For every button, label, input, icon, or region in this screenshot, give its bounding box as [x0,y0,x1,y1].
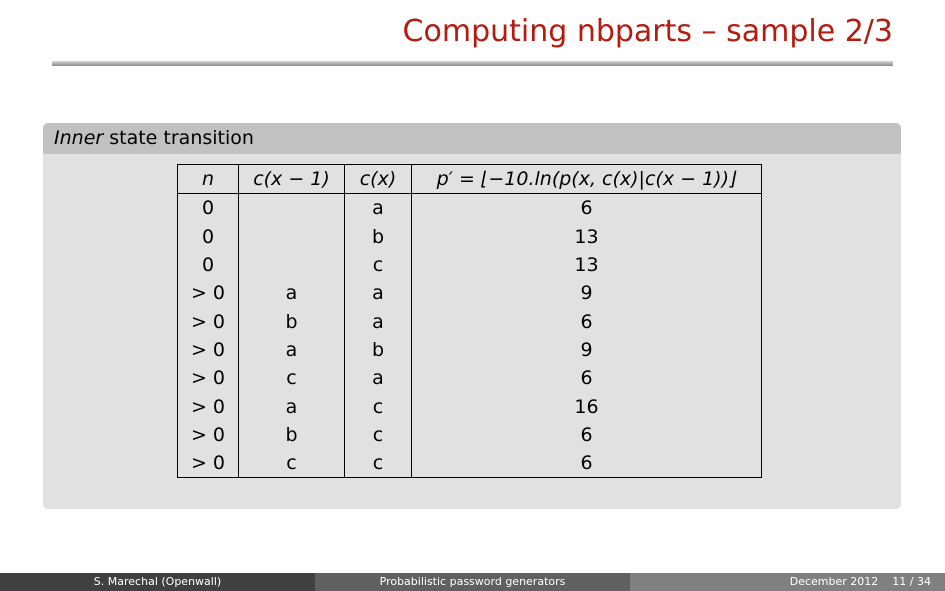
table-cell: a [238,335,345,365]
title-rule [52,61,893,66]
table-cell: > 0 [177,335,239,365]
table-cell: c [238,364,345,393]
block-title-rest: state transition [103,127,254,149]
header-n: n [177,163,239,195]
footer-date: December 2012 [789,575,879,588]
table-cell: a [344,279,412,308]
table-cell: c [238,448,345,479]
table-cell: b [238,307,345,336]
table-cell: c [344,250,412,280]
table-cell: c [344,420,412,449]
table-cell [238,222,345,251]
table-cell: 6 [411,364,762,393]
footer-author: S. Marechal (Openwall) [0,573,315,591]
table-cell: > 0 [177,279,239,308]
table-header: n c(x − 1) c(x) p′ = ⌊−10.ln(p(x, c(x)|c… [177,163,762,195]
table-cell [238,250,345,280]
header-p: p′ = ⌊−10.ln(p(x, c(x)|c(x − 1))⌋ [411,163,762,195]
table-cell: 6 [411,420,762,449]
block-title-em: Inner [54,127,104,149]
table-cell: 6 [411,193,762,223]
table-cell [238,193,345,223]
table-cell: 0 [177,222,239,251]
table-cell: > 0 [177,420,239,449]
table-cell: > 0 [177,448,239,479]
footer: S. Marechal (Openwall) Probabilistic pas… [0,573,945,591]
table-cell: a [344,307,412,336]
table-cell: a [238,392,345,421]
table-cell: b [344,222,412,251]
table-cell: c [344,448,412,479]
table-cell: 6 [411,448,762,479]
table-cell: > 0 [177,392,239,421]
table-row: > 0 a c 16 [177,392,762,421]
footer-talk: Probabilistic password generators [315,573,630,591]
table-row: 0 b 13 [177,222,762,251]
table-cell: 0 [177,193,239,223]
table-cell: b [238,420,345,449]
table-cell: b [344,335,412,365]
table-cell: 13 [411,222,762,251]
inner-state-block: Inner state transition n c(x − 1) c(x) p… [43,123,901,509]
table-cell: a [238,279,345,308]
header-prev: c(x − 1) [238,163,345,195]
table-cell: 0 [177,250,239,280]
table-row: 0 c 13 [177,250,762,280]
table-cell: a [344,193,412,223]
footer-page: 11 / 34 [892,575,931,588]
block-title: Inner state transition [43,123,901,154]
table-cell: 9 [411,335,762,365]
table-cell: c [344,392,412,421]
transition-table: n c(x − 1) c(x) p′ = ⌊−10.ln(p(x, c(x)|c… [177,163,762,479]
footer-right: December 2012 11 / 34 [630,573,945,591]
table-cell: a [344,364,412,393]
table-cell: > 0 [177,307,239,336]
table-cell: 6 [411,307,762,336]
table-cell: 16 [411,392,762,421]
header-cur: c(x) [344,163,412,195]
slide-title: Computing nbparts – sample 2/3 [402,14,893,49]
table-cell: 9 [411,279,762,308]
table-cell: > 0 [177,364,239,393]
table-cell: 13 [411,250,762,280]
